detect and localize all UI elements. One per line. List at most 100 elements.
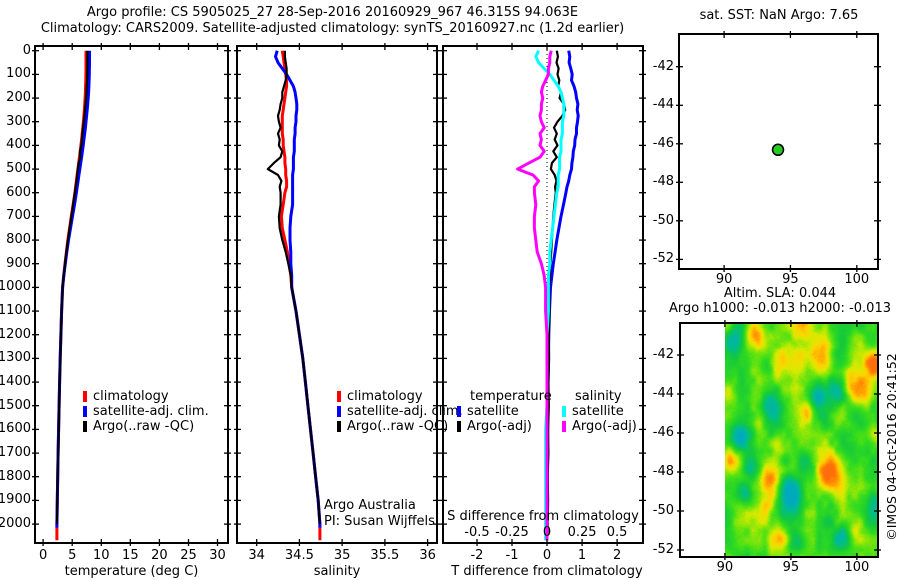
difference-panel-box bbox=[442, 45, 644, 544]
tick-label: 0 bbox=[38, 548, 48, 563]
legend-label: satellite bbox=[572, 404, 624, 419]
legend-label: satellite-adj. clim. bbox=[93, 404, 209, 419]
climatology-swatch bbox=[83, 391, 87, 402]
sla-map-title-line1: Altim. SLA: 0.044 bbox=[723, 286, 837, 301]
legend-item: climatology bbox=[337, 389, 463, 404]
legend-item: Argo(..raw -QC) bbox=[337, 419, 463, 434]
depth-tick-label: 900 bbox=[6, 255, 31, 271]
tick-label: 95 bbox=[782, 560, 800, 575]
sla-map-title-line2: Argo h1000: -0.013 h2000: -0.013 bbox=[669, 301, 891, 316]
depth-tick-label: 1900 bbox=[0, 492, 31, 508]
tick-label: 100 bbox=[844, 560, 870, 575]
difference-s_argo-line bbox=[516, 50, 553, 541]
s-axis-tick-label: -0.25 bbox=[495, 525, 529, 540]
depth-tick-label: 0 bbox=[22, 42, 31, 58]
depth-tick-label: 1700 bbox=[0, 445, 31, 461]
difference-s_satellite-line bbox=[534, 50, 566, 541]
sla-map-box bbox=[679, 322, 879, 558]
lat-tick-label: -48 bbox=[652, 463, 674, 479]
lat-tick-label: -42 bbox=[652, 346, 674, 362]
depth-tick-label: 400 bbox=[6, 137, 31, 153]
difference-legend-temperature: temperature satellite Argo(-adj) bbox=[457, 389, 552, 434]
s-axis-tick-label: 0.5 bbox=[606, 525, 628, 540]
lat-tick-label: -50 bbox=[652, 502, 674, 518]
depth-tick-label: 200 bbox=[6, 90, 31, 106]
salinity-axis-label: salinity bbox=[313, 564, 361, 579]
s-axis-tick-label: 0 bbox=[542, 525, 552, 540]
satellite-adj-swatch bbox=[83, 406, 87, 417]
lat-tick-label: -52 bbox=[652, 541, 674, 557]
tick-label: 20 bbox=[151, 548, 168, 563]
location-map-box bbox=[678, 33, 879, 270]
depth-tick-label: 100 bbox=[6, 66, 31, 82]
legend-item: satellite-adj. clim. bbox=[83, 404, 209, 419]
tick-label: 1 bbox=[577, 548, 587, 563]
lat-tick-label: -44 bbox=[652, 385, 674, 401]
imos-watermark: ©IMOS 04-Oct-2016 20:41:52 bbox=[884, 353, 899, 541]
tick-label: 25 bbox=[180, 548, 197, 563]
lat-tick-label: -42 bbox=[652, 58, 674, 74]
tick-label: 90 bbox=[715, 272, 733, 287]
salinity-argo_raw-line bbox=[266, 50, 321, 525]
t-satellite-swatch bbox=[457, 406, 461, 417]
lat-tick-label: -50 bbox=[652, 212, 674, 228]
legend-item: satellite-adj. clim. bbox=[337, 404, 463, 419]
temperature-axis-label: temperature (deg C) bbox=[64, 564, 199, 579]
t-argo-swatch bbox=[457, 421, 461, 432]
argo-raw-swatch bbox=[83, 421, 87, 432]
satellite-adj-swatch bbox=[337, 406, 341, 417]
depth-tick-label: 600 bbox=[6, 184, 31, 200]
s-difference-axis-label: S difference from climatology bbox=[447, 509, 639, 524]
location-map-title: sat. SST: NaN Argo: 7.65 bbox=[699, 8, 859, 23]
tick-label: -1 bbox=[505, 548, 519, 563]
legend-label: satellite-adj. clim. bbox=[347, 404, 463, 419]
tick-label: 10 bbox=[92, 548, 110, 563]
depth-tick-label: 1300 bbox=[0, 350, 31, 366]
lat-tick-label: -52 bbox=[652, 251, 674, 267]
s-axis-tick-label: -0.5 bbox=[464, 525, 490, 540]
depth-tick-label: 1600 bbox=[0, 421, 31, 437]
difference-legend-salinity: salinity satellite Argo(-adj) bbox=[562, 389, 637, 434]
legend-item: satellite bbox=[562, 404, 637, 419]
tick-label: 2 bbox=[612, 548, 622, 563]
tick-label: 34.5 bbox=[284, 548, 314, 563]
depth-tick-label: 300 bbox=[6, 113, 31, 129]
temperature-legend: climatology satellite-adj. clim. Argo(..… bbox=[83, 389, 209, 434]
tick-label: 90 bbox=[716, 560, 734, 575]
climatology-swatch bbox=[337, 391, 341, 402]
tick-label: 35.5 bbox=[370, 548, 400, 563]
lat-tick-label: -48 bbox=[652, 174, 674, 190]
legend-label: Argo(-adj) bbox=[572, 419, 637, 434]
temperature-argo_raw-line bbox=[55, 50, 89, 525]
tick-label: 30 bbox=[209, 548, 226, 563]
depth-tick-label: 700 bbox=[6, 208, 31, 224]
tick-label: 100 bbox=[844, 272, 870, 287]
figure-title-line2: Climatology: CARS2009. Satellite-adjuste… bbox=[40, 21, 625, 36]
legend-label: climatology bbox=[347, 389, 423, 404]
tick-label: 0 bbox=[542, 548, 552, 563]
tick-label: 35 bbox=[333, 548, 351, 563]
depth-tick-label: 800 bbox=[6, 232, 31, 248]
legend-item: Argo(-adj) bbox=[457, 419, 552, 434]
temperature-panel-box bbox=[34, 45, 229, 544]
legend-item: Argo(-adj) bbox=[562, 419, 637, 434]
legend-label: satellite bbox=[467, 404, 519, 419]
legend-item: satellite bbox=[457, 404, 552, 419]
lat-tick-label: -46 bbox=[652, 135, 674, 151]
tick-label: 5 bbox=[68, 548, 77, 563]
tick-label: -2 bbox=[470, 548, 484, 563]
s-argo-swatch bbox=[562, 421, 566, 432]
legend-label: Argo(-adj) bbox=[467, 419, 532, 434]
s-satellite-swatch bbox=[562, 406, 566, 417]
argo-raw-swatch bbox=[337, 421, 341, 432]
depth-tick-label: 1400 bbox=[0, 374, 31, 390]
annotation-argo-australia: Argo Australia bbox=[324, 498, 416, 513]
lat-tick-label: -46 bbox=[652, 424, 674, 440]
depth-tick-label: 2000 bbox=[0, 516, 31, 532]
depth-tick-label: 1000 bbox=[0, 279, 31, 295]
t-difference-axis-label: T difference from climatology bbox=[451, 564, 643, 579]
depth-tick-label: 500 bbox=[6, 161, 31, 177]
tick-label: 15 bbox=[122, 548, 139, 563]
